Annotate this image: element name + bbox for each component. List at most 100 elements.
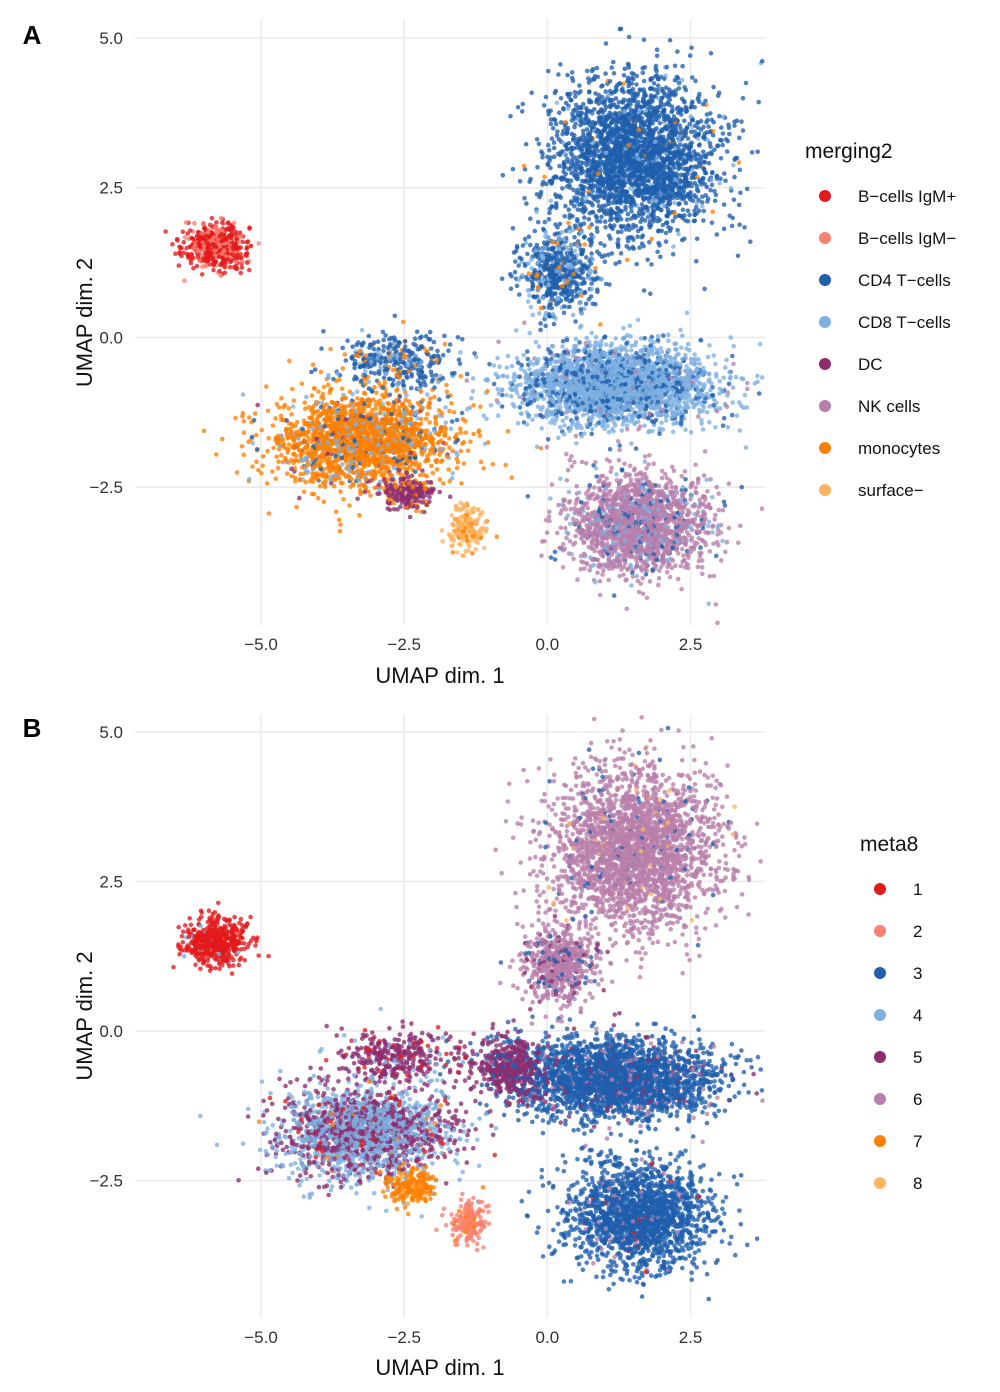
data-point	[729, 223, 735, 229]
data-point	[643, 112, 649, 117]
data-point	[524, 422, 530, 427]
data-point	[603, 281, 609, 287]
data-point	[687, 181, 693, 186]
data-point	[626, 223, 631, 228]
data-point	[535, 165, 540, 170]
data-point	[616, 169, 622, 175]
data-point	[220, 220, 225, 226]
data-point	[657, 166, 663, 172]
data-point	[222, 264, 227, 270]
data-point	[692, 218, 698, 224]
data-point	[575, 273, 581, 279]
data-point	[595, 148, 601, 154]
data-point	[584, 138, 590, 144]
data-point	[594, 65, 600, 71]
data-point	[607, 123, 612, 129]
data-point	[687, 150, 693, 156]
data-point	[619, 428, 625, 433]
data-point	[220, 257, 226, 262]
data-point	[574, 268, 580, 273]
data-point	[545, 154, 550, 160]
data-point	[642, 103, 648, 109]
data-point	[563, 203, 568, 209]
data-point	[737, 167, 743, 173]
data-point	[700, 194, 705, 199]
data-point	[680, 63, 685, 69]
data-point	[233, 259, 238, 264]
data-point	[682, 194, 688, 199]
data-point	[641, 288, 647, 293]
data-point	[645, 154, 651, 159]
cluster-0	[163, 215, 262, 284]
data-point	[544, 262, 549, 268]
data-point	[700, 203, 705, 209]
data-point	[508, 113, 513, 119]
data-point	[593, 302, 598, 307]
data-point	[590, 158, 596, 163]
data-point	[623, 198, 629, 203]
data-point	[645, 196, 651, 201]
data-point	[589, 281, 594, 286]
data-point	[661, 192, 666, 197]
data-point	[713, 425, 718, 430]
data-point	[594, 129, 599, 135]
data-point	[572, 173, 578, 178]
data-point	[535, 219, 541, 225]
data-point	[704, 410, 710, 415]
data-point	[508, 272, 513, 277]
data-point	[627, 246, 632, 251]
data-point	[649, 213, 654, 218]
data-point	[639, 235, 645, 240]
data-point	[611, 59, 616, 65]
data-point	[248, 243, 254, 249]
data-point	[536, 141, 542, 147]
data-point	[560, 186, 565, 191]
data-point	[640, 70, 646, 76]
data-point	[631, 140, 636, 145]
data-point	[173, 251, 178, 256]
data-point	[683, 200, 689, 206]
data-point	[519, 109, 525, 114]
data-point	[219, 231, 224, 237]
data-point	[709, 220, 715, 226]
data-point	[208, 250, 214, 255]
data-point	[731, 197, 737, 202]
data-point	[596, 115, 602, 120]
data-point	[189, 253, 195, 259]
data-point	[564, 184, 570, 189]
data-point	[738, 190, 743, 196]
data-point	[654, 157, 660, 162]
data-point	[566, 207, 572, 212]
data-point	[685, 208, 691, 213]
data-point	[655, 83, 661, 88]
data-point	[674, 74, 680, 80]
data-point	[693, 194, 699, 200]
data-point	[683, 104, 689, 110]
data-point	[590, 67, 596, 72]
data-point	[637, 116, 642, 121]
data-point	[707, 343, 712, 348]
data-point	[676, 80, 682, 86]
data-point	[668, 150, 674, 156]
data-point	[582, 234, 587, 239]
data-point	[564, 415, 569, 421]
data-point	[195, 247, 200, 252]
data-point	[539, 253, 545, 258]
data-point	[213, 244, 219, 250]
data-point	[564, 254, 570, 260]
data-point	[595, 287, 600, 293]
data-point	[600, 83, 605, 88]
data-point	[568, 242, 574, 247]
data-point	[629, 235, 635, 240]
data-point	[542, 174, 547, 180]
data-point	[536, 299, 542, 305]
data-point	[222, 270, 228, 276]
data-point	[556, 246, 561, 251]
data-point	[550, 267, 555, 273]
data-point	[525, 277, 530, 282]
data-point	[580, 269, 586, 274]
data-point	[508, 393, 514, 399]
data-point	[636, 145, 641, 151]
data-point	[683, 427, 688, 433]
data-point	[649, 76, 655, 81]
